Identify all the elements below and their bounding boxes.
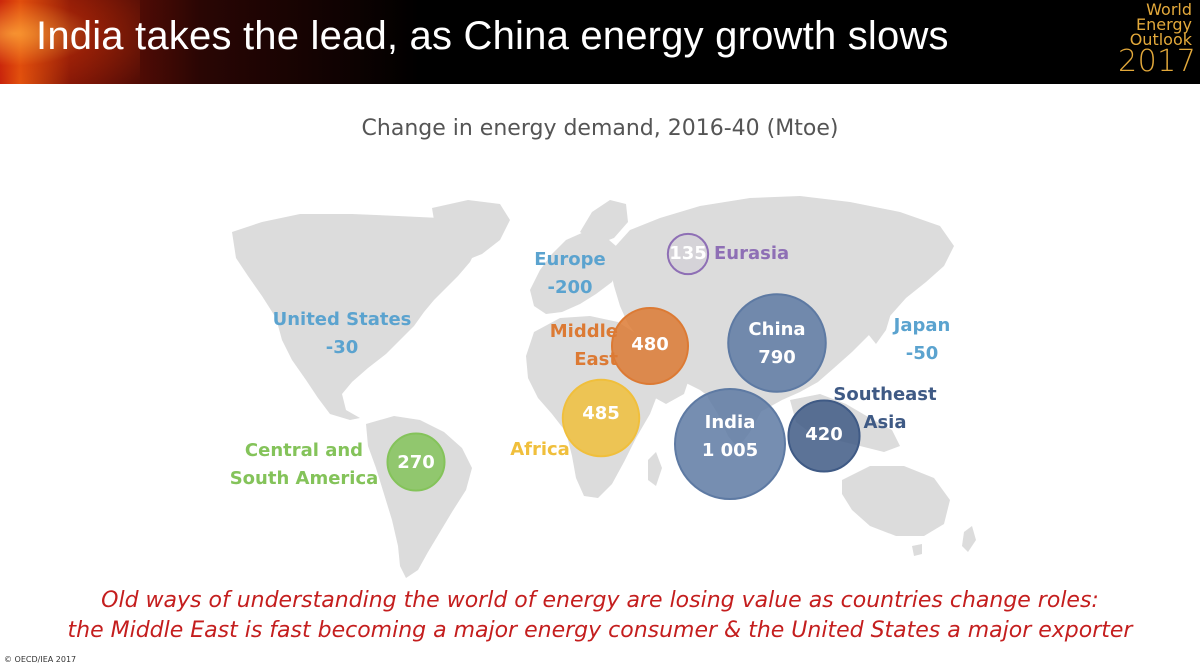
label-europe-value: -200 — [547, 277, 593, 298]
logo-line-outlook: Outlook — [1129, 30, 1192, 49]
bubble-india — [674, 388, 786, 500]
label-middle-east: Middle East — [528, 318, 618, 374]
landmass-australia — [842, 466, 950, 536]
label-europe-name: Europe — [534, 249, 606, 270]
chart-title: Change in energy demand, 2016-40 (Mtoe) — [361, 116, 839, 141]
slide-title: India takes the lead, as China energy gr… — [36, 14, 949, 58]
label-southeast-asia-line2: Asia — [863, 412, 907, 433]
logo-line-energy: Energy — [1135, 15, 1192, 34]
bubble-china-value: 790 — [758, 347, 796, 368]
bubble-value-africa: 485 — [582, 403, 620, 424]
bubble-value-central-south-america: 270 — [397, 452, 435, 473]
weo-logo: World Energy Outlook 2017 — [1118, 0, 1197, 82]
bubble-value-southeast-asia: 420 — [805, 424, 843, 445]
label-japan-value: -50 — [905, 343, 939, 364]
bubble-label-india: India 1 005 — [680, 409, 780, 465]
bubble-eurasia — [666, 232, 710, 276]
landmass-new-zealand — [962, 526, 976, 552]
landmass-north-america — [232, 214, 478, 420]
landmass-europe — [530, 232, 620, 314]
bubble-southeast-asia — [787, 399, 861, 473]
takeaway-message: Old ways of understanding the world of e… — [0, 586, 1200, 646]
label-united-states-value: -30 — [325, 337, 359, 358]
copyright-notice: © OECD/IEA 2017 — [4, 655, 77, 664]
logo-year: 2017 — [1118, 44, 1197, 79]
label-eurasia: Eurasia — [714, 240, 794, 268]
label-middle-east-line2: East — [574, 349, 618, 370]
label-united-states: United States -30 — [262, 306, 422, 362]
label-japan-name: Japan — [893, 315, 951, 336]
bubble-layer — [386, 232, 861, 500]
label-africa-name: Africa — [510, 439, 570, 460]
landmass-tasmania — [912, 544, 922, 556]
bubble-value-middle-east: 480 — [631, 334, 669, 355]
label-csa-line2: South America — [229, 468, 379, 489]
bubble-china-name: China — [748, 319, 806, 340]
bubble-central-south-america — [386, 432, 446, 492]
landmass-greenland — [432, 200, 510, 262]
landmass-madagascar — [648, 452, 662, 486]
label-central-south-america: Central and South America — [224, 437, 384, 493]
bubble-india-value: 1 005 — [701, 440, 759, 461]
bubble-china — [727, 293, 827, 393]
label-united-states-name: United States — [272, 309, 412, 330]
label-eurasia-name: Eurasia — [714, 243, 790, 264]
bubble-africa — [561, 378, 641, 458]
bubble-value-eurasia: 135 — [669, 243, 707, 264]
bubble-label-china: China 790 — [732, 316, 822, 372]
landmass-japan — [868, 296, 892, 344]
label-southeast-asia-line1: Southeast — [833, 384, 937, 405]
bubble-india-name: India — [704, 412, 756, 433]
header-flame-decoration — [0, 0, 140, 84]
label-africa: Africa — [500, 436, 580, 464]
label-southeast-asia: Southeast Asia — [830, 381, 940, 437]
landmass-scandinavia — [580, 200, 628, 244]
bubble-middle-east — [610, 306, 690, 386]
label-europe: Europe -200 — [520, 246, 620, 302]
takeaway-line-2: the Middle East is fast becoming a major… — [67, 618, 1133, 643]
label-middle-east-line1: Middle — [549, 321, 618, 342]
title-bar: India takes the lead, as China energy gr… — [0, 0, 1200, 84]
logo-line-world: World — [1146, 0, 1192, 19]
label-japan: Japan -50 — [880, 312, 964, 368]
takeaway-line-1: Old ways of understanding the world of e… — [101, 588, 1099, 613]
label-csa-line1: Central and — [244, 440, 364, 461]
